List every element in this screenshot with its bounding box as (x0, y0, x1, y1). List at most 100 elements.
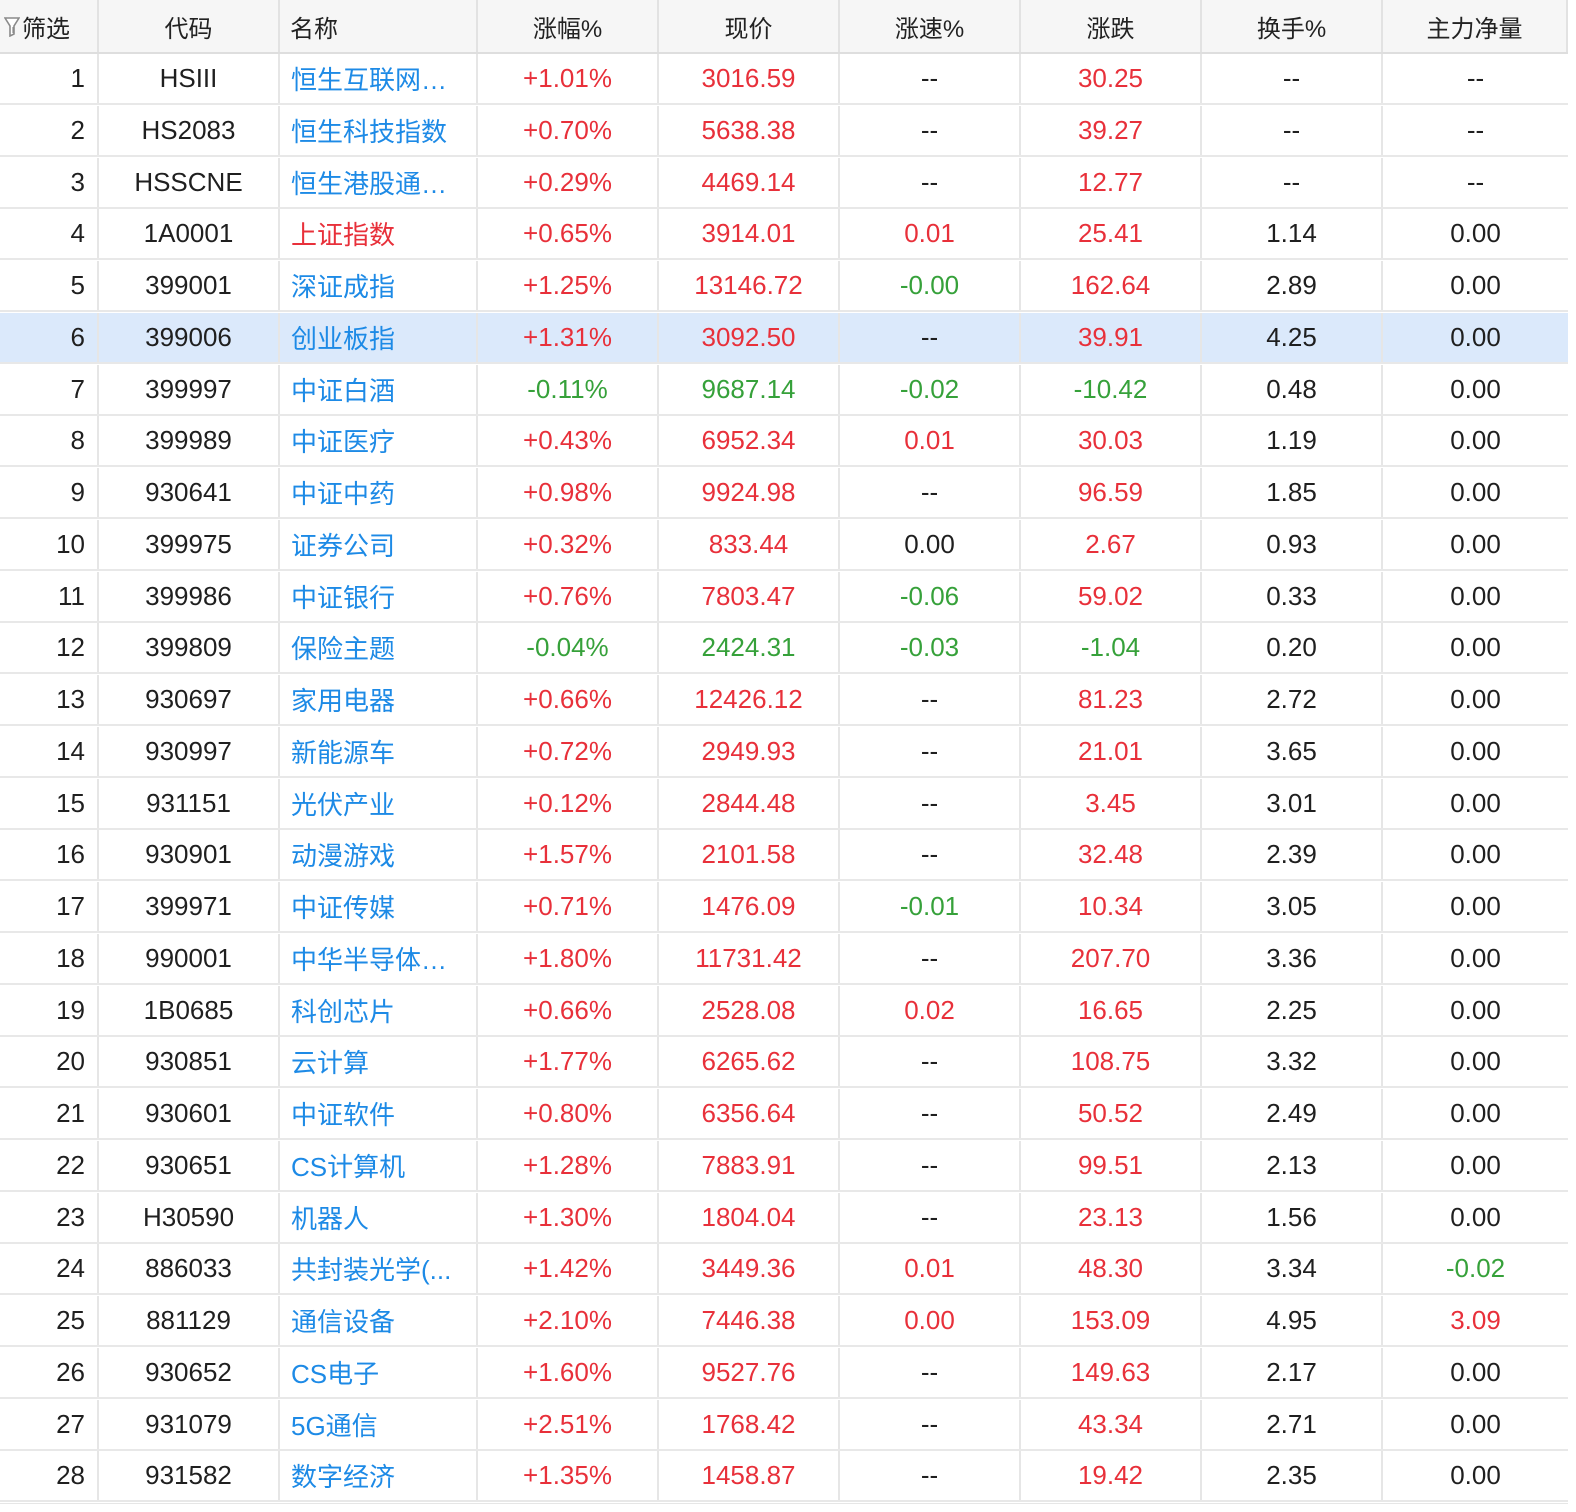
turnover-cell: 0.33 (1202, 571, 1383, 621)
speed-cell: -- (840, 778, 1021, 828)
net-flow-cell: 0.00 (1450, 1408, 1501, 1439)
speed-cell: -- (840, 675, 1021, 724)
table-row[interactable]: 6 399006 创业板指 +1.31% 3092.50 -- 39.91 4.25 0.00 (0, 312, 1568, 364)
index-name-link[interactable]: 证券公司 (291, 530, 396, 561)
index-name-link[interactable]: 共封装光学(... (291, 1255, 452, 1286)
filter-label[interactable]: 筛选 (22, 15, 70, 43)
index-name-link[interactable]: 中证医疗 (291, 427, 396, 458)
index-name-link[interactable]: 恒生港股通新... (291, 168, 467, 199)
table-row[interactable]: 3 HSSCNE 恒生港股通新... +0.29% 4469.14 -- 12.77 -- -- (0, 157, 1568, 209)
table-row[interactable]: 1 HSIII 恒生互联网科... +1.01% 3016.59 -- 30.25 -- -- (0, 54, 1568, 105)
index-name-link[interactable]: 科创芯片 (291, 996, 396, 1027)
table-row[interactable]: 20 930851 云计算 +1.77% 6265.62 -- 108.75 3.32 0.00 (0, 1037, 1568, 1089)
table-row[interactable]: 18 990001 中华半导体芯... +1.80% 11731.42 -- 207.70 3… (0, 933, 1568, 985)
table-row[interactable]: 11 399986 中证银行 +0.76% 7803.47 -0.06 59.02 0.33 0… (0, 571, 1568, 623)
table-row[interactable]: 5 399001 深证成指 +1.25% 13146.72 -0.00 162.64 2.89… (0, 261, 1568, 312)
table-row[interactable]: 12 399809 保险主题 -0.04% 2424.31 -0.03 -1.04 0.20 0… (0, 623, 1568, 675)
table-row[interactable]: 14 930997 新能源车 +0.72% 2949.93 -- 21.01 3.65 0.00 (0, 726, 1568, 778)
table-row[interactable]: 2 HS2083 恒生科技指数 +0.70% 5638.38 -- 39.27 -- -- (0, 105, 1568, 157)
price-cell: 1804.04 (659, 1192, 840, 1242)
table-row[interactable]: 23 H30590 机器人 +1.30% 1804.04 -- 23.13 1.56 0.00 (0, 1192, 1568, 1244)
table-row[interactable]: 16 930901 动漫游戏 +1.57% 2101.58 -- 32.48 2.39 0.00 (0, 830, 1568, 882)
column-header-change[interactable]: 涨跌 (1021, 0, 1202, 52)
net-flow-cell: 3.09 (1450, 1305, 1501, 1335)
index-name-link[interactable]: 机器人 (291, 1203, 370, 1234)
index-name-link[interactable]: CS电子 (291, 1358, 380, 1389)
column-header-name[interactable]: 名称 (280, 0, 478, 52)
table-row[interactable]: 4 1A0001 上证指数 +0.65% 3914.01 0.01 25.41 1.14 0.0… (0, 209, 1568, 261)
index-name-link[interactable]: 通信设备 (291, 1307, 396, 1337)
change-cell: 59.02 (1021, 571, 1202, 621)
change-cell: -10.42 (1021, 364, 1202, 414)
index-name-link[interactable]: 光伏产业 (291, 789, 396, 820)
index-name-link[interactable]: 深证成指 (291, 272, 396, 302)
table-row[interactable]: 8 399989 中证医疗 +0.43% 6952.34 0.01 30.03 1.19 0.0… (0, 416, 1568, 468)
code-cell: 931151 (99, 778, 280, 828)
table-row[interactable]: 13 930697 家用电器 +0.66% 12426.12 -- 81.23 2.72 0.0… (0, 675, 1568, 726)
row-index-cell: 8 (0, 416, 99, 466)
index-name-link[interactable]: 中证银行 (291, 582, 396, 613)
index-name-link[interactable]: 5G通信 (291, 1410, 378, 1441)
index-name-link[interactable]: 中证中药 (291, 479, 396, 509)
change-cell: 3.45 (1021, 778, 1202, 828)
table-row[interactable]: 10 399975 证券公司 +0.32% 833.44 0.00 2.67 0.93 0.00 (0, 519, 1568, 571)
index-name-link[interactable]: 中证传媒 (291, 893, 396, 923)
column-header-net-flow[interactable]: 主力净量 (1383, 0, 1568, 52)
index-name-link[interactable]: 创业板指 (291, 323, 396, 354)
filter-column-header[interactable]: 筛选 (0, 0, 99, 52)
net-flow-cell: 0.00 (1450, 684, 1501, 714)
change-pct-cell: +2.10% (478, 1296, 659, 1345)
index-name-link[interactable]: 数字经济 (291, 1462, 396, 1493)
index-name-link[interactable]: 保险主题 (291, 634, 396, 665)
table-row[interactable]: 27 931079 5G通信 +2.51% 1768.42 -- 43.34 2.71 0.00 (0, 1399, 1568, 1451)
index-name-link[interactable]: 家用电器 (291, 686, 396, 716)
table-row[interactable]: 25 881129 通信设备 +2.10% 7446.38 0.00 153.09 4.95 3… (0, 1296, 1568, 1347)
index-name-link[interactable]: 上证指数 (291, 220, 396, 251)
column-header-turnover[interactable]: 换手% (1202, 0, 1383, 52)
table-row[interactable]: 17 399971 中证传媒 +0.71% 1476.09 -0.01 10.34 3.05 0… (0, 882, 1568, 933)
code-cell: 881129 (99, 1296, 280, 1345)
filter-icon[interactable] (4, 15, 20, 37)
index-name-link[interactable]: 恒生互联网科... (291, 65, 467, 95)
index-name-link[interactable]: 动漫游戏 (291, 841, 396, 872)
change-pct-cell: +1.77% (478, 1037, 659, 1087)
column-header-change-pct[interactable]: 涨幅% (478, 0, 659, 52)
price-cell: 12426.12 (659, 675, 840, 724)
table-row[interactable]: 21 930601 中证软件 +0.80% 6356.64 -- 50.52 2.49 0.00 (0, 1089, 1568, 1140)
row-index-cell: 11 (0, 571, 99, 621)
net-flow-cell: 0.00 (1450, 839, 1501, 870)
net-flow-cell: 0.00 (1450, 580, 1501, 611)
speed-cell: -- (840, 1140, 1021, 1190)
speed-cell: 0.00 (840, 1296, 1021, 1345)
column-header-code[interactable]: 代码 (99, 0, 280, 52)
speed-cell: -- (840, 105, 1021, 155)
index-name-link[interactable]: 中证白酒 (291, 375, 396, 406)
row-index-cell: 7 (0, 364, 99, 414)
table-row[interactable]: 19 1B0685 科创芯片 +0.66% 2528.08 0.02 16.65 2.25 0.… (0, 985, 1568, 1037)
column-header-price[interactable]: 现价 (659, 0, 840, 52)
column-header-speed[interactable]: 涨速% (840, 0, 1021, 52)
index-name-link[interactable]: 云计算 (291, 1048, 370, 1079)
index-name-link[interactable]: 中证软件 (291, 1100, 396, 1130)
turnover-cell: 1.56 (1202, 1192, 1383, 1242)
turnover-cell: -- (1202, 54, 1383, 103)
price-cell: 833.44 (659, 519, 840, 569)
table-row[interactable]: 28 931582 数字经济 +1.35% 1458.87 -- 19.42 2.35 0.00 (0, 1451, 1568, 1503)
index-name-link[interactable]: 新能源车 (291, 737, 396, 768)
net-flow-cell: -- (1466, 114, 1485, 145)
price-cell: 9527.76 (659, 1347, 840, 1397)
change-pct-cell: +1.42% (478, 1244, 659, 1294)
table-row[interactable]: 7 399997 中证白酒 -0.11% 9687.14 -0.02 -10.42 0.48 0… (0, 364, 1568, 416)
table-row[interactable]: 24 886033 共封装光学(... +1.42% 3449.36 0.01 48.30 3… (0, 1244, 1568, 1296)
index-name-link[interactable]: CS计算机 (291, 1151, 406, 1182)
table-row[interactable]: 22 930651 CS计算机 +1.28% 7883.91 -- 99.51 2.13 0.0… (0, 1140, 1568, 1192)
table-row[interactable]: 26 930652 CS电子 +1.60% 9527.76 -- 149.63 2.17 0.0… (0, 1347, 1568, 1399)
turnover-cell: 0.20 (1202, 623, 1383, 673)
change-cell: 48.30 (1021, 1244, 1202, 1294)
table-row[interactable]: 9 930641 中证中药 +0.98% 9924.98 -- 96.59 1.85 0.00 (0, 468, 1568, 519)
table-row[interactable]: 15 931151 光伏产业 +0.12% 2844.48 -- 3.45 3.01 0.00 (0, 778, 1568, 830)
change-pct-cell: +0.72% (478, 726, 659, 776)
index-name-link[interactable]: 恒生科技指数 (291, 116, 448, 147)
speed-cell: -- (840, 1192, 1021, 1242)
index-name-link[interactable]: 中华半导体芯... (291, 944, 467, 975)
